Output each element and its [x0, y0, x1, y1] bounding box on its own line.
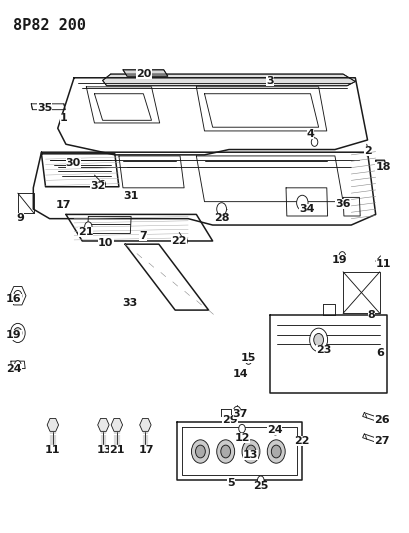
- Circle shape: [267, 440, 285, 463]
- Circle shape: [217, 203, 227, 215]
- Circle shape: [310, 328, 328, 352]
- Text: 19: 19: [332, 255, 348, 265]
- Text: 21: 21: [109, 445, 125, 455]
- Circle shape: [100, 180, 106, 188]
- Circle shape: [217, 440, 235, 463]
- Circle shape: [234, 406, 241, 416]
- Text: 35: 35: [37, 103, 52, 113]
- Circle shape: [191, 440, 209, 463]
- Text: 24: 24: [6, 364, 22, 374]
- Polygon shape: [103, 74, 355, 86]
- Text: 20: 20: [137, 69, 152, 79]
- Circle shape: [245, 356, 252, 365]
- Text: 25: 25: [253, 481, 268, 490]
- Text: 26: 26: [374, 415, 390, 425]
- Circle shape: [297, 195, 308, 210]
- Text: 37: 37: [233, 409, 248, 419]
- Text: 1: 1: [60, 112, 68, 123]
- Circle shape: [196, 445, 205, 458]
- Circle shape: [299, 438, 305, 446]
- Circle shape: [246, 445, 256, 458]
- Circle shape: [221, 445, 231, 458]
- Circle shape: [311, 138, 318, 147]
- Circle shape: [11, 324, 25, 343]
- Text: 9: 9: [16, 213, 24, 223]
- Text: 22: 22: [294, 436, 309, 446]
- Text: 12: 12: [235, 433, 250, 443]
- Text: 22: 22: [171, 236, 187, 246]
- Text: 19: 19: [6, 329, 22, 340]
- Circle shape: [339, 252, 346, 260]
- Text: 32: 32: [90, 181, 106, 191]
- Text: 11: 11: [45, 445, 61, 455]
- Circle shape: [272, 427, 278, 435]
- Text: 27: 27: [374, 436, 389, 446]
- Text: 23: 23: [316, 345, 331, 356]
- Circle shape: [15, 361, 21, 369]
- Circle shape: [239, 424, 245, 433]
- Circle shape: [249, 451, 255, 459]
- Circle shape: [365, 150, 370, 156]
- Text: 3: 3: [266, 77, 274, 86]
- Text: 17: 17: [139, 445, 154, 455]
- Text: 17: 17: [56, 200, 72, 211]
- Circle shape: [314, 334, 324, 346]
- Text: 16: 16: [6, 294, 22, 304]
- Text: 7: 7: [139, 231, 147, 241]
- Text: 13: 13: [97, 445, 112, 455]
- Circle shape: [14, 290, 22, 301]
- Text: 18: 18: [375, 161, 391, 172]
- Text: 31: 31: [124, 191, 139, 201]
- Text: 8: 8: [368, 310, 375, 320]
- Text: 6: 6: [376, 348, 384, 358]
- Text: 30: 30: [65, 158, 81, 168]
- Text: 34: 34: [299, 204, 315, 214]
- Text: 8P82 200: 8P82 200: [13, 18, 86, 33]
- Circle shape: [271, 445, 281, 458]
- Circle shape: [181, 237, 187, 245]
- Text: 21: 21: [78, 227, 93, 237]
- Text: 10: 10: [98, 238, 114, 247]
- Text: 11: 11: [376, 259, 391, 269]
- Text: 4: 4: [306, 128, 315, 139]
- Polygon shape: [123, 70, 168, 76]
- Text: 13: 13: [243, 450, 258, 460]
- Text: 29: 29: [222, 415, 238, 425]
- Text: 24: 24: [267, 425, 283, 435]
- Text: 28: 28: [214, 213, 229, 223]
- Circle shape: [242, 440, 260, 463]
- Circle shape: [14, 328, 22, 338]
- Text: 33: 33: [123, 297, 138, 308]
- Text: 5: 5: [227, 479, 235, 488]
- Polygon shape: [376, 160, 385, 166]
- Text: 15: 15: [241, 353, 256, 363]
- Text: 14: 14: [233, 369, 248, 379]
- Text: 2: 2: [364, 146, 371, 156]
- Text: 36: 36: [335, 199, 351, 209]
- Circle shape: [258, 476, 264, 484]
- Circle shape: [85, 222, 92, 231]
